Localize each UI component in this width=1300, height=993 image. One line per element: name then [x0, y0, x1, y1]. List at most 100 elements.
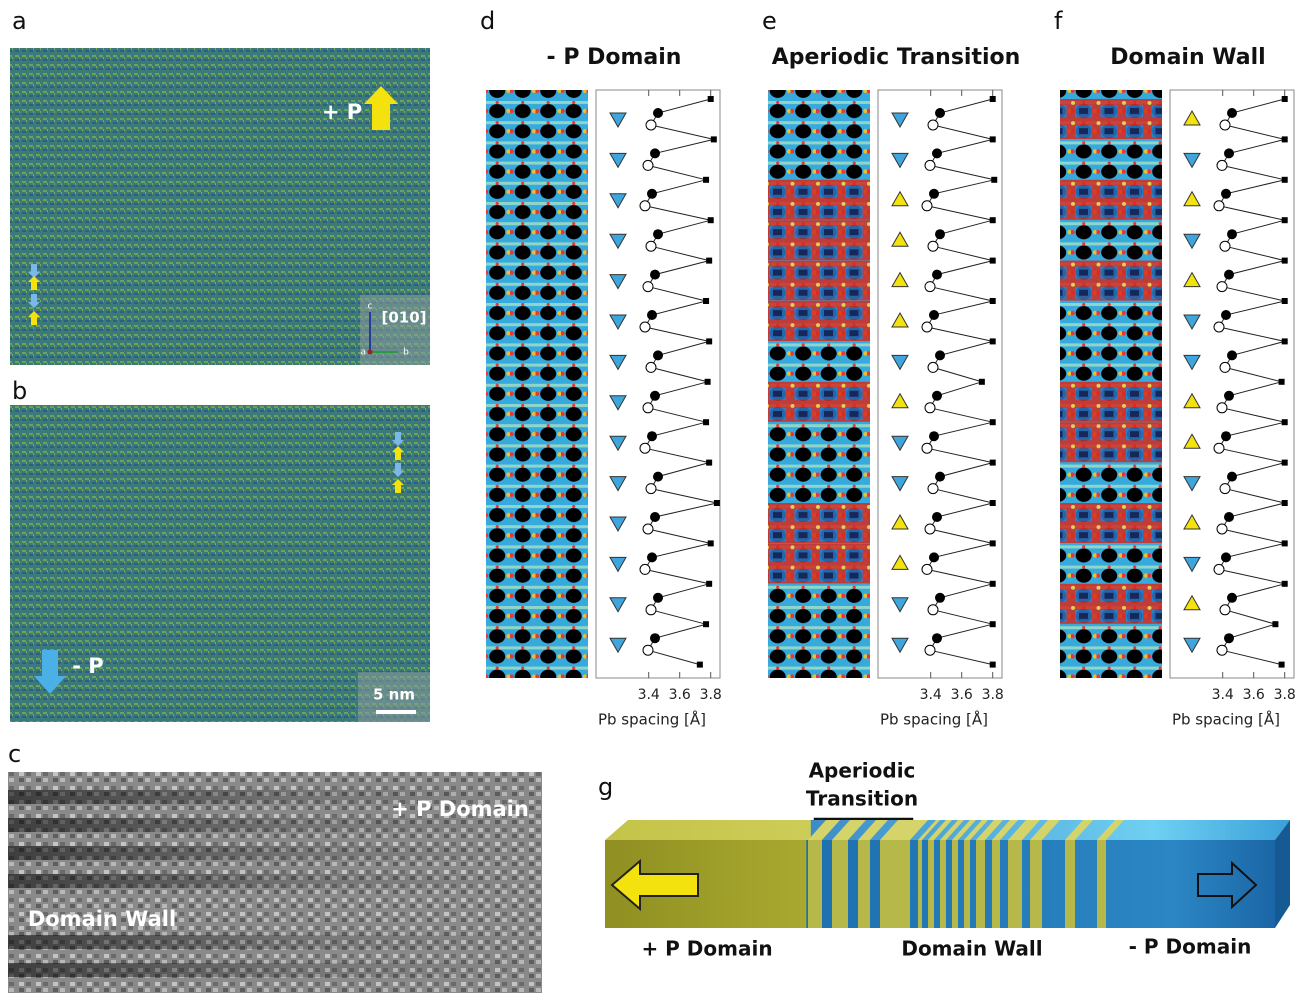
chart-title: Aperiodic Transition — [772, 45, 1021, 70]
stripe — [1065, 840, 1075, 928]
panel-letter: b — [12, 377, 27, 405]
zone-axis: [010] — [381, 309, 426, 327]
pb-atom-open — [1220, 241, 1230, 251]
x-tick-label: 3.4 — [920, 687, 942, 703]
spacing-point — [990, 298, 996, 304]
pb-atom-filled — [650, 512, 660, 522]
panel-letter: a — [12, 7, 27, 35]
axis-label: b — [403, 348, 409, 358]
spacing-point — [979, 379, 985, 385]
heatmap-region — [1060, 180, 1162, 220]
pb-atom-open — [1217, 403, 1227, 413]
stripe — [976, 840, 985, 928]
stripe — [880, 840, 910, 928]
pb-atom-filled — [1227, 229, 1237, 239]
bracket-label: Aperiodic — [809, 759, 916, 783]
stripe — [1097, 840, 1106, 928]
pb-atom-filled — [935, 229, 945, 239]
pb-atom-filled — [1221, 310, 1231, 320]
pb-atom-filled — [653, 229, 663, 239]
pb-atom-filled — [1227, 472, 1237, 482]
spacing-point — [990, 338, 996, 344]
x-tick-label: 3.8 — [982, 687, 1004, 703]
spacing-point — [697, 662, 703, 668]
pb-atom-filled — [650, 391, 660, 401]
heatmap-region — [1060, 382, 1162, 422]
spacing-point — [708, 217, 714, 223]
pb-atom-filled — [647, 310, 657, 320]
pb-atom-filled — [1221, 189, 1231, 199]
pb-atom-open — [646, 120, 656, 130]
spacing-point — [708, 96, 714, 102]
pb-atom-open — [1220, 605, 1230, 615]
pb-atom-open — [925, 524, 935, 534]
pb-atom-open — [1220, 484, 1230, 494]
stripe — [1008, 840, 1022, 928]
spacing-point — [1282, 581, 1288, 587]
spacing-point — [703, 621, 709, 627]
spacing-point — [990, 621, 996, 627]
spacing-point — [1282, 460, 1288, 466]
stripe — [952, 840, 958, 928]
domain-label: - P Domain — [1129, 935, 1252, 959]
pb-atom-filled — [653, 108, 663, 118]
spacing-point — [1282, 136, 1288, 142]
pb-atom-open — [925, 645, 935, 655]
pb-atom-filled — [935, 472, 945, 482]
pb-atom-open — [1220, 362, 1230, 372]
stripe — [928, 840, 934, 928]
spacing-point — [1282, 217, 1288, 223]
axis-label: c — [368, 302, 373, 312]
spacing-point — [990, 136, 996, 142]
spacing-point — [706, 581, 712, 587]
heatmap-region — [768, 180, 870, 220]
x-tick-label: 3.6 — [669, 687, 691, 703]
stripe — [992, 840, 1000, 928]
annotation: Domain Wall — [28, 907, 176, 931]
panel-letter: d — [480, 7, 495, 35]
stripe — [808, 840, 822, 928]
domain-label: Domain Wall — [901, 937, 1042, 961]
pb-atom-open — [646, 605, 656, 615]
spacing-point — [1282, 540, 1288, 546]
pb-atom-filled — [650, 148, 660, 158]
spacing-point — [703, 298, 709, 304]
heatmap-region — [1060, 261, 1162, 301]
spacing-point — [1279, 379, 1285, 385]
pb-atom-filled — [1221, 431, 1231, 441]
pb-atom-open — [925, 160, 935, 170]
spacing-point — [1282, 419, 1288, 425]
plot-frame — [1170, 90, 1294, 678]
pb-atom-filled — [653, 472, 663, 482]
pb-atom-filled — [653, 350, 663, 360]
spacing-point — [990, 258, 996, 264]
pb-atom-filled — [932, 512, 942, 522]
bracket-label: Transition — [806, 787, 918, 811]
pb-atom-open — [1220, 120, 1230, 130]
heatmap-region — [768, 301, 870, 341]
pb-atom-open — [643, 645, 653, 655]
pb-atom-filled — [1224, 270, 1234, 280]
heatmap-region — [768, 261, 870, 301]
spacing-point — [706, 338, 712, 344]
scale-bar-label: 5 nm — [373, 686, 415, 704]
pb-atom-open — [1217, 645, 1227, 655]
pb-atom-filled — [1227, 350, 1237, 360]
profiles: d- P Domain3.43.63.8Pb spacing [Å]eAperi… — [480, 7, 1296, 729]
spacing-point — [991, 177, 997, 183]
stripe — [858, 840, 870, 928]
heatmap-region — [1060, 422, 1162, 462]
pb-atom-open — [922, 322, 932, 332]
spacing-point — [711, 136, 717, 142]
pb-atom-filled — [1221, 552, 1231, 562]
pb-atom-open — [643, 160, 653, 170]
pb-atom-open — [640, 564, 650, 574]
heatmap-region — [1060, 99, 1162, 139]
spacing-point — [708, 540, 714, 546]
spacing-point — [1279, 662, 1285, 668]
x-axis-label: Pb spacing [Å] — [1172, 710, 1280, 729]
scale-bar — [376, 710, 416, 714]
pb-atom-open — [928, 241, 938, 251]
pb-atom-filled — [647, 431, 657, 441]
heatmap-region — [768, 543, 870, 583]
